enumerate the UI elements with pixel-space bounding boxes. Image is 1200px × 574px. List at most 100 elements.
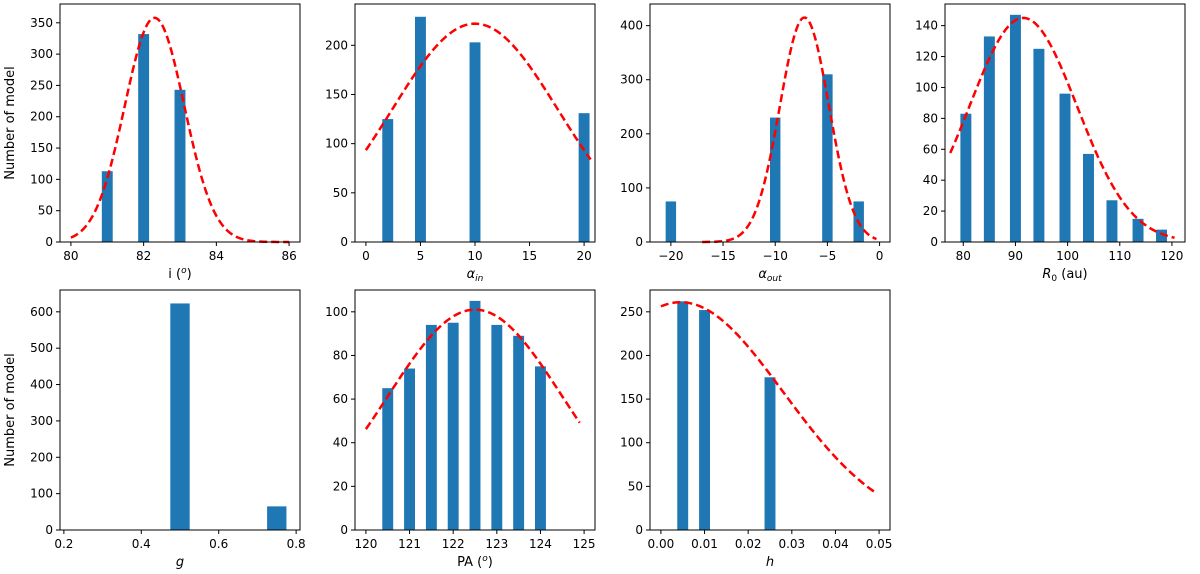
x-tick-label: 124 bbox=[529, 537, 552, 551]
y-tick-label: 300 bbox=[30, 47, 53, 61]
histogram-bar bbox=[1009, 14, 1021, 243]
x-tick-label: 0.04 bbox=[822, 537, 849, 551]
x-tick-label: 90 bbox=[1008, 249, 1023, 263]
gaussian-fit-line bbox=[702, 16, 877, 244]
x-tick-label: 121 bbox=[398, 537, 421, 551]
histogram-bar bbox=[138, 34, 150, 242]
histogram-bar bbox=[770, 117, 781, 242]
y-tick-label: 500 bbox=[30, 341, 53, 355]
x-tick-label: 80 bbox=[956, 249, 971, 263]
x-tick-label: 82 bbox=[136, 249, 151, 263]
histogram-bar bbox=[469, 42, 481, 242]
histogram-bar bbox=[1083, 153, 1094, 242]
histogram-bar bbox=[764, 377, 776, 530]
y-tick-label: 0 bbox=[635, 523, 643, 537]
y-tick-label: 50 bbox=[38, 204, 53, 218]
axes-frame bbox=[59, 3, 301, 243]
y-tick-label: 40 bbox=[333, 436, 348, 450]
x-tick-label: 0.03 bbox=[778, 537, 805, 551]
y-tick-label: 200 bbox=[30, 450, 53, 464]
axes-frame bbox=[649, 3, 891, 243]
y-tick-label: 400 bbox=[620, 19, 643, 33]
histogram-bar bbox=[665, 201, 677, 242]
x-tick-label: −15 bbox=[710, 249, 735, 263]
x-tick-label: 0 bbox=[362, 249, 370, 263]
x-tick-label: 10 bbox=[467, 249, 482, 263]
y-tick-label: 600 bbox=[30, 305, 53, 319]
histogram-bar bbox=[983, 36, 995, 242]
gaussian-fit-line bbox=[364, 308, 581, 430]
y-tick-label: 150 bbox=[325, 87, 348, 101]
y-tick-label: 350 bbox=[30, 16, 53, 30]
histogram-bar bbox=[513, 335, 525, 530]
histogram-bar bbox=[1106, 200, 1118, 242]
x-tick-label: 110 bbox=[1108, 249, 1131, 263]
x-tick-label: −5 bbox=[819, 249, 837, 263]
x-tick-label: 15 bbox=[522, 249, 537, 263]
panel-inclination: 80 82 84 86 0 50 100 150 200 250 300 350 i (o) Number… bbox=[3, 3, 301, 282]
histogram-bar bbox=[535, 366, 546, 530]
x-axis-label: αin bbox=[467, 267, 484, 284]
histogram-bar bbox=[699, 310, 710, 530]
y-tick-label: 200 bbox=[325, 38, 348, 52]
histogram-bar bbox=[425, 324, 437, 530]
x-tick-label: −20 bbox=[658, 249, 683, 263]
y-tick-label: 300 bbox=[30, 414, 53, 428]
histogram-bar bbox=[382, 388, 394, 530]
x-tick-label: 0.2 bbox=[54, 537, 73, 551]
histogram-bar bbox=[578, 113, 590, 243]
x-tick-label: 0 bbox=[876, 249, 884, 263]
x-tick-label: 122 bbox=[442, 537, 465, 551]
histogram-bar bbox=[1033, 48, 1045, 243]
x-tick-label: 123 bbox=[485, 537, 508, 551]
gaussian-fit-line bbox=[364, 22, 592, 161]
histogram-bar bbox=[822, 74, 833, 243]
y-tick-label: 100 bbox=[325, 305, 348, 319]
y-tick-label: 200 bbox=[30, 110, 53, 124]
histogram-bar bbox=[491, 324, 503, 530]
histogram-bar bbox=[404, 368, 415, 530]
y-tick-label: 60 bbox=[923, 142, 938, 156]
y-tick-label: 60 bbox=[333, 392, 348, 406]
histogram-bar bbox=[960, 113, 972, 243]
y-tick-label: 0 bbox=[340, 523, 348, 537]
y-tick-label: 0 bbox=[45, 523, 53, 537]
x-axis-label: αout bbox=[758, 267, 782, 284]
gaussian-fit-line bbox=[70, 16, 290, 244]
x-tick-label: 86 bbox=[281, 249, 296, 263]
y-tick-label: 50 bbox=[333, 186, 348, 200]
y-tick-label: 20 bbox=[923, 204, 938, 218]
y-tick-label: 250 bbox=[620, 305, 643, 319]
histogram-bar bbox=[170, 303, 190, 530]
panel-pa: 120 121 122 123 124 125 0 20 40 60 80 100 PA (o) bbox=[325, 289, 596, 570]
x-tick-label: 0.6 bbox=[209, 537, 228, 551]
y-tick-label: 0 bbox=[340, 235, 348, 249]
x-tick-label: 0.01 bbox=[691, 537, 718, 551]
histogram-bar bbox=[1156, 229, 1167, 242]
x-tick-label: 0.8 bbox=[287, 537, 306, 551]
x-tick-label: 120 bbox=[1161, 249, 1184, 263]
panel-alpha-out: −20 −15 −10 −5 0 0 100 200 300 400 αout bbox=[620, 3, 891, 284]
y-tick-label: 0 bbox=[45, 235, 53, 249]
gaussian-fit-line bbox=[660, 300, 876, 494]
y-tick-label: 120 bbox=[915, 50, 938, 64]
axes-frame bbox=[59, 289, 301, 531]
x-tick-label: 5 bbox=[417, 249, 425, 263]
gaussian-fit-line bbox=[949, 16, 1175, 239]
y-tick-label: 0 bbox=[930, 235, 938, 249]
y-tick-label: 100 bbox=[915, 80, 938, 94]
x-tick-label: 0.00 bbox=[648, 537, 675, 551]
y-tick-label: 20 bbox=[333, 479, 348, 493]
x-axis-label: h bbox=[766, 555, 774, 570]
y-tick-label: 100 bbox=[620, 181, 643, 195]
y-tick-label: 80 bbox=[333, 348, 348, 362]
x-tick-label: 125 bbox=[573, 537, 596, 551]
x-axis-label: R0 (au) bbox=[1042, 267, 1087, 284]
x-tick-label: −10 bbox=[763, 249, 788, 263]
y-tick-label: 150 bbox=[30, 141, 53, 155]
y-tick-label: 150 bbox=[620, 392, 643, 406]
x-axis-label: g bbox=[176, 555, 184, 570]
axes-frame bbox=[944, 3, 1186, 243]
x-tick-label: 120 bbox=[354, 537, 377, 551]
